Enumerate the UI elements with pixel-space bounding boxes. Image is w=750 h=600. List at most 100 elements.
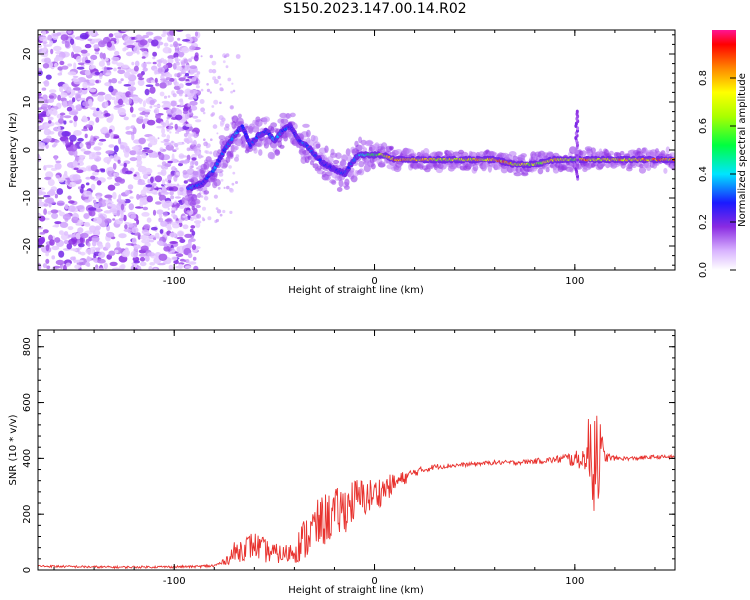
spectrogram-noise-speck — [160, 57, 165, 62]
spectrogram-noise-speck — [96, 207, 102, 213]
spectrogram-noise-speck — [166, 180, 169, 183]
spectrogram-noise-speck — [174, 196, 181, 199]
spectrogram-noise-speck — [103, 156, 112, 164]
spectrogram-noise-speck — [136, 219, 140, 225]
snr-x-axis-label: Height of straight line (km) — [288, 585, 424, 596]
spectrogram-noise-speck — [39, 232, 46, 235]
spectrogram-noise-speck — [54, 62, 58, 68]
spectrogram-noise-speck — [80, 49, 88, 54]
spectrogram-noise-speck — [54, 155, 58, 161]
spectrogram-noise-speck — [132, 256, 140, 262]
spectrogram-noise-speck — [104, 210, 110, 214]
spectrogram-ridge-halo — [196, 193, 202, 198]
spectrogram-noise-speck — [156, 209, 164, 215]
spectrogram-noise-speck — [117, 66, 122, 70]
spectrogram-noise-speck — [67, 30, 72, 34]
spectrogram-noise-speck — [71, 97, 76, 103]
spectrogram-noise-speck — [50, 48, 54, 55]
spectrogram-noise-speck — [54, 221, 62, 225]
spectrogram-noise-speck — [130, 250, 138, 258]
spectrogram-noise-speck — [179, 92, 183, 97]
spectrogram-noise-speck — [113, 172, 120, 177]
spectrogram-noise-speck — [97, 142, 104, 146]
spectrogram-noise-speck — [139, 256, 146, 262]
spectrogram-noise-speck — [57, 94, 62, 101]
spectrogram-noise-speck — [126, 44, 136, 49]
spectrogram-noise-speck — [97, 201, 107, 208]
spectrogram-noise-speck — [139, 112, 147, 116]
spectrogram-noise-speck — [203, 196, 209, 201]
spectrogram-noise-speck — [194, 160, 199, 166]
spectrogram-noise-speck — [38, 67, 42, 72]
spectrogram-noise-speck — [165, 144, 174, 151]
spectrogram-noise-speck — [184, 265, 192, 269]
spectrogram-noise-speck — [152, 51, 158, 57]
spectrogram-noise-speck — [185, 123, 193, 128]
spectrogram-noise-speck — [161, 179, 166, 185]
spectrogram-noise-speck — [131, 114, 136, 118]
spectrogram-noise-speck — [59, 112, 66, 116]
spectrogram-noise-speck — [160, 169, 167, 176]
spectrogram-noise-speck — [170, 221, 178, 226]
spectrogram-ridge-halo — [380, 142, 388, 150]
spectrogram-noise-speck — [79, 32, 89, 40]
spectrogram-noise-speck — [174, 123, 178, 130]
spectrogram-noise-speck — [131, 133, 135, 141]
spectrogram-ridge-halo — [186, 168, 195, 175]
spectrogram-noise-speck — [200, 107, 206, 113]
spectrogram-ridge-halo — [213, 178, 221, 187]
colorbar-tick-label: 0.8 — [698, 70, 709, 86]
spectrogram-noise-speck — [112, 267, 121, 270]
spectrogram-noise-speck — [60, 34, 69, 41]
spectrogram-noise-speck — [97, 40, 107, 48]
spectrogram-noise-speck — [164, 200, 173, 207]
spectrogram-noise-speck — [221, 117, 226, 122]
spectrogram-noise-speck — [186, 147, 191, 152]
spectrogram-noise-speck — [186, 210, 191, 214]
spectrogram-noise-speck — [162, 30, 166, 35]
spectrogram-noise-speck — [58, 230, 64, 236]
spectrogram-noise-speck — [42, 63, 50, 69]
spectrogram-noise-speck — [167, 179, 172, 184]
spectrogram-ridge-halo — [255, 119, 263, 127]
spectrogram-noise-speck — [165, 77, 171, 81]
spectrogram-ridge-halo — [269, 153, 276, 160]
snr-y-tick-label: 400 — [22, 449, 33, 468]
spectrogram-noise-speck — [182, 184, 187, 188]
spectrogram-noise-speck — [57, 125, 61, 132]
spectrogram-ridge-halo — [370, 163, 376, 170]
spectrogram-noise-speck — [231, 82, 234, 85]
spectrogram-noise-speck — [217, 75, 221, 80]
spectrogram-noise-speck — [64, 203, 69, 210]
spectrogram-noise-speck — [51, 255, 55, 260]
spectrogram-noise-speck — [123, 214, 127, 222]
spectrogram-noise-speck — [157, 137, 160, 140]
spectrogram-noise-speck — [136, 193, 140, 200]
spectrogram-noise-speck — [94, 225, 102, 231]
spectrogram-noise-speck — [171, 166, 177, 172]
spectrogram-noise-speck — [39, 215, 46, 222]
spectrogram-noise-speck — [193, 55, 199, 62]
spectrogram-noise-speck — [38, 262, 42, 270]
spectrogram-noise-speck — [118, 178, 125, 184]
spectrogram-noise-speck — [167, 207, 170, 211]
spectrogram-noise-speck — [188, 261, 197, 265]
spectrogram-noise-speck — [190, 112, 194, 116]
spectrogram-x-tick-label: 0 — [371, 276, 377, 287]
spectrogram-noise-speck — [172, 149, 177, 153]
spectrogram-noise-speck — [146, 119, 156, 126]
spectrogram-noise-speck — [67, 63, 73, 67]
spectrogram-ridge-halo — [472, 163, 479, 172]
spectrogram-noise-speck — [89, 210, 96, 217]
spectrogram-noise-speck — [133, 260, 141, 264]
spectrogram-noise-speck — [153, 267, 158, 270]
spectrogram-ridge-halo — [362, 147, 368, 152]
spectrogram-noise-speck — [225, 65, 229, 69]
spectrogram-ridge-halo — [331, 180, 337, 185]
spectrogram-noise-speck — [169, 190, 174, 196]
spectrogram-noise-speck — [116, 210, 121, 217]
spectrogram-noise-speck — [206, 88, 211, 93]
spectrogram-noise-speck — [94, 71, 101, 76]
spectrogram-noise-speck — [167, 174, 172, 181]
spectrogram-noise-speck — [230, 90, 234, 94]
